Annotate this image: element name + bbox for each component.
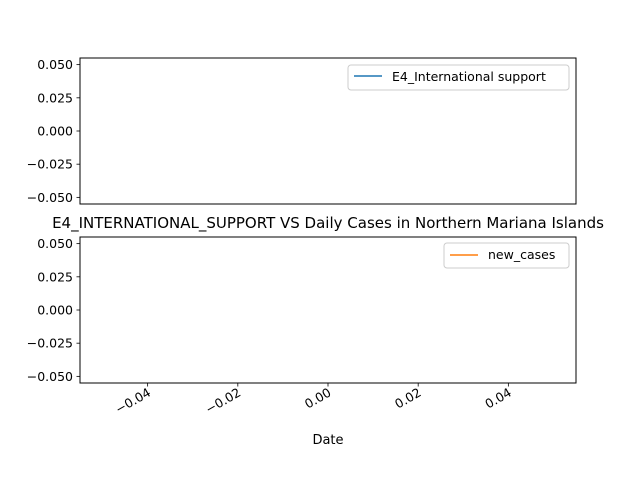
y-tick-label: −0.050: [27, 369, 73, 384]
y-tick-label: 0.025: [37, 269, 73, 284]
bottom-legend: new_cases: [443, 242, 570, 269]
top-legend-box: [347, 64, 570, 91]
top-legend: E4_International support: [347, 64, 570, 91]
top-legend-label: E4_International support: [392, 69, 546, 84]
y-tick-label: 0.050: [37, 57, 73, 72]
x-axis-label: Date: [312, 433, 343, 448]
bottom-legend-box: [443, 242, 570, 269]
y-tick-label: 0.025: [37, 90, 73, 105]
bottom-legend-label: new_cases: [488, 247, 555, 262]
y-tick-label: 0.000: [37, 303, 73, 318]
top-subplot: 0.050 0.025 0.000 −0.025 −0.050 E4_Internati…: [27, 57, 577, 205]
y-tick-label: −0.050: [27, 190, 73, 205]
y-tick-label: −0.025: [27, 157, 73, 172]
y-tick-label: 0.000: [37, 124, 73, 139]
y-tick-label: 0.050: [37, 236, 73, 251]
top-y-axis: 0.050 0.025 0.000 −0.025 −0.050: [27, 57, 80, 205]
bottom-y-axis: 0.050 0.025 0.000 −0.025 −0.050: [27, 236, 80, 384]
y-tick-label: −0.025: [27, 336, 73, 351]
chart-title: E4_INTERNATIONAL_SUPPORT VS Daily Cases …: [52, 214, 604, 233]
